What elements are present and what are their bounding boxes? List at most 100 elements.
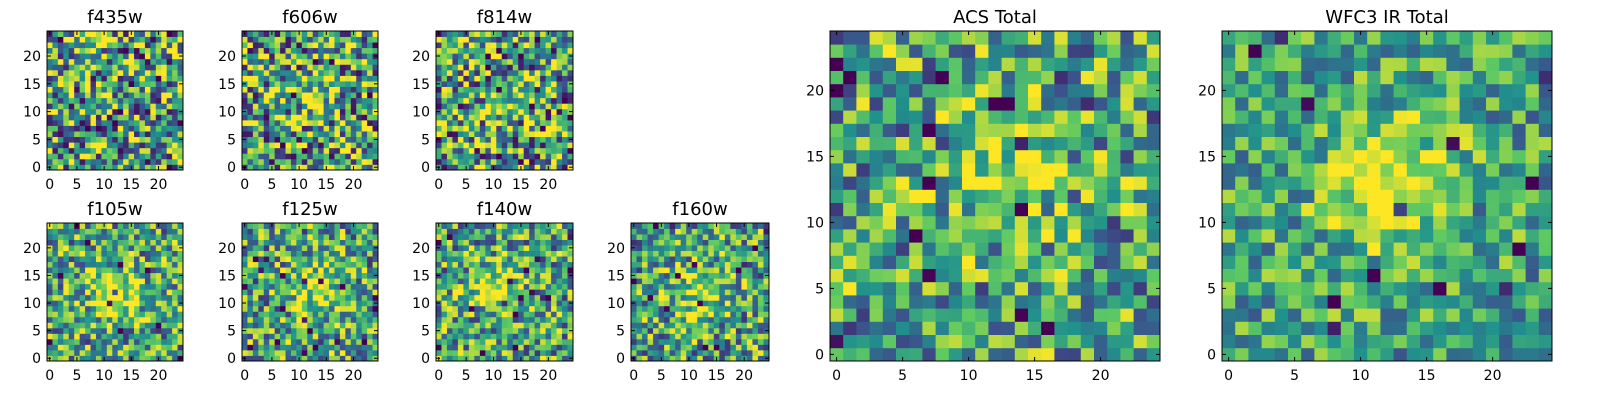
heatmap-cell [101, 272, 108, 279]
heatmap-cell [653, 338, 659, 345]
heatmap-cell [350, 131, 357, 138]
heatmap-cell [922, 229, 936, 243]
heatmap-cell [523, 261, 530, 268]
heatmap-cell [534, 42, 541, 49]
heatmap-cell [1041, 242, 1055, 256]
heatmap-cell [263, 64, 270, 71]
heatmap-cell [631, 349, 637, 356]
heatmap-cell [139, 283, 146, 290]
heatmap-cell [312, 283, 319, 290]
heatmap-cell [468, 131, 475, 138]
heatmap-cell [485, 31, 492, 37]
heatmap-cell [669, 289, 676, 296]
heatmap-cell [545, 36, 552, 43]
heatmap-cell [74, 278, 81, 285]
heatmap-cell [95, 147, 102, 154]
heatmap-cell [501, 75, 508, 82]
heatmap-cell [112, 75, 119, 82]
heatmap-cell [468, 92, 475, 99]
heatmap-cell [724, 245, 731, 251]
heatmap-cell [691, 344, 698, 351]
heatmap-cell [161, 86, 168, 93]
heatmap-cell [356, 131, 363, 138]
heatmap-cell [47, 97, 53, 104]
heatmap-cell [242, 147, 248, 154]
axes-frame [46, 30, 184, 171]
heatmap-cell [479, 349, 486, 356]
heatmap-cell [161, 31, 168, 37]
heatmap-cell [468, 250, 475, 257]
heatmap-cell [457, 97, 464, 104]
heatmap-cell [290, 272, 297, 279]
heatmap-cell [962, 202, 976, 217]
heatmap-cell [134, 283, 140, 290]
heatmap-cell [540, 245, 546, 251]
heatmap-cell [642, 239, 648, 246]
heatmap-cell [258, 119, 265, 126]
heatmap-cell [636, 278, 643, 285]
heatmap-cell [258, 64, 265, 71]
heatmap-cell [446, 53, 453, 60]
heatmap-cell [345, 228, 352, 235]
heatmap-cell [675, 355, 682, 362]
heatmap-cell [123, 81, 129, 87]
heatmap-cell [1120, 334, 1134, 349]
heatmap-cell [323, 53, 330, 60]
heatmap-cell [134, 223, 140, 229]
heatmap-cell [474, 245, 481, 251]
heatmap-cell [144, 344, 151, 351]
heatmap-cell [85, 294, 91, 301]
heatmap-cell [117, 142, 124, 149]
heatmap-cell [909, 202, 923, 217]
heatmap-cell [372, 228, 379, 235]
heatmap-cell [567, 283, 574, 290]
heatmap-cell [329, 234, 335, 240]
heatmap-cell [372, 92, 379, 99]
x-tick-label: 0 [45, 368, 54, 384]
heatmap-cell [155, 153, 162, 160]
heatmap-cell [501, 327, 508, 334]
heatmap-cell [512, 164, 519, 171]
heatmap-cell [290, 75, 297, 82]
heatmap-cell [90, 47, 97, 54]
panel-title: f105w [87, 199, 142, 220]
heatmap-cell [441, 250, 448, 257]
heatmap-cell [150, 250, 157, 257]
heatmap-cell [1146, 229, 1161, 243]
heatmap-cell [1001, 347, 1016, 362]
heatmap-cell [74, 250, 81, 257]
heatmap-cell [144, 86, 151, 93]
heatmap-cell [702, 300, 709, 307]
heatmap-cell [724, 278, 731, 285]
heatmap-cell [468, 69, 475, 76]
heatmap-cell [106, 300, 113, 307]
heatmap-cell [301, 119, 308, 126]
heatmap-cell [631, 267, 637, 274]
heatmap-cell [680, 349, 687, 356]
heatmap-cell [329, 267, 335, 274]
heatmap-cell [361, 300, 368, 307]
heatmap-cell [735, 261, 742, 268]
heatmap-cell [664, 228, 671, 235]
heatmap-cell [1080, 334, 1095, 349]
heatmap-cell [90, 92, 97, 99]
heatmap-cell [512, 31, 519, 37]
heatmap-cell [463, 239, 470, 246]
heatmap-cell [372, 158, 379, 165]
heatmap-cell [90, 261, 97, 268]
heatmap-cell [372, 250, 379, 257]
heatmap-cell [247, 311, 254, 318]
heatmap-cell [909, 334, 923, 349]
heatmap-cell [534, 75, 541, 82]
heatmap-cell [562, 338, 568, 345]
heatmap-cell [247, 245, 254, 251]
heatmap-cell [436, 158, 442, 165]
heatmap-cell [258, 42, 265, 49]
heatmap-cell [329, 239, 335, 246]
heatmap-cell [496, 64, 503, 71]
heatmap-cell [57, 97, 64, 104]
heatmap-cell [285, 256, 292, 263]
heatmap-cell [334, 223, 341, 229]
heatmap-cell [675, 272, 682, 279]
heatmap-cell [534, 86, 541, 93]
